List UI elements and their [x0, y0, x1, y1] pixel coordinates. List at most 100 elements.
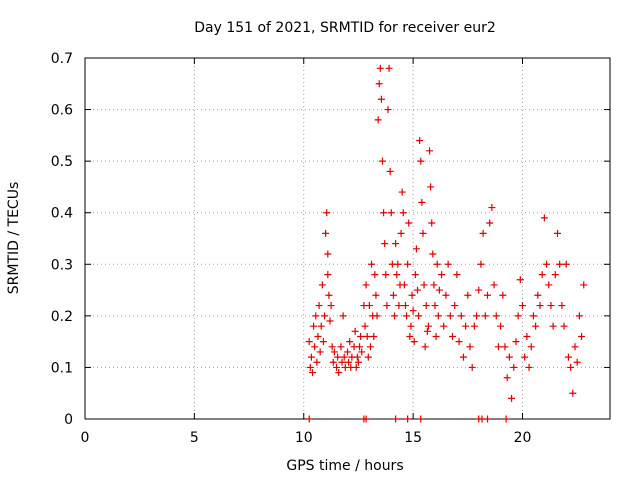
data-point-SRMTID	[543, 260, 551, 268]
data-point-SRMTID	[328, 343, 336, 351]
data-point-SRMTID	[361, 322, 369, 330]
data-point-SRMTID	[519, 302, 526, 310]
data-point-gaps	[417, 415, 425, 423]
data-point-SRMTID	[536, 302, 544, 310]
data-point-SRMTID	[564, 353, 572, 361]
data-point-SRMTID	[362, 281, 370, 289]
data-point-SRMTID	[477, 260, 485, 268]
y-tick-label: 0.6	[51, 103, 73, 119]
data-point-SRMTID	[379, 157, 386, 165]
chart-title: Day 151 of 2021, SRMTID for receiver eur…	[194, 20, 496, 36]
data-point-SRMTID	[479, 229, 487, 237]
data-point-SRMTID	[434, 312, 442, 320]
data-point-gaps	[392, 415, 400, 423]
data-point-SRMTID	[312, 312, 320, 320]
data-point-SRMTID	[395, 302, 403, 310]
data-point-SRMTID	[575, 312, 583, 320]
data-point-SRMTID	[510, 363, 518, 371]
data-point-SRMTID	[503, 374, 511, 382]
data-point-SRMTID	[446, 312, 454, 320]
x-axis-label: GPS time / hours	[286, 458, 403, 474]
data-point-SRMTID	[363, 332, 371, 340]
data-point-SRMTID	[313, 358, 321, 366]
data-point-SRMTID	[381, 240, 389, 248]
data-point-SRMTID	[470, 322, 478, 330]
data-point-SRMTID	[492, 312, 500, 320]
data-point-SRMTID	[501, 343, 509, 351]
data-point-SRMTID	[523, 332, 531, 340]
data-point-SRMTID	[394, 260, 402, 268]
data-point-SRMTID	[317, 322, 325, 330]
data-point-SRMTID	[354, 358, 362, 366]
data-point-SRMTID	[346, 338, 354, 346]
y-tick-label: 0.4	[51, 206, 73, 222]
data-point-SRMTID	[407, 322, 415, 330]
data-point-SRMTID	[580, 281, 588, 289]
data-point-SRMTID	[384, 106, 392, 114]
data-point-SRMTID	[540, 214, 548, 222]
data-point-SRMTID	[316, 348, 324, 356]
data-point-SRMTID	[334, 353, 342, 361]
data-point-SRMTID	[385, 64, 393, 72]
data-point-SRMTID	[324, 271, 332, 279]
y-tick-label: 0.5	[51, 154, 73, 170]
data-point-SRMTID	[466, 343, 474, 351]
data-point-SRMTID	[455, 338, 463, 346]
data-point-SRMTID	[318, 281, 326, 289]
grid-lines	[85, 58, 610, 419]
data-point-SRMTID	[376, 64, 384, 72]
data-point-SRMTID	[426, 147, 434, 155]
data-points	[305, 64, 588, 423]
data-point-gaps	[484, 415, 491, 423]
data-point-SRMTID	[468, 363, 476, 371]
data-point-SRMTID	[358, 348, 366, 356]
data-point-SRMTID	[424, 322, 432, 330]
data-point-SRMTID	[433, 260, 441, 268]
data-point-SRMTID	[545, 281, 553, 289]
data-point-SRMTID	[415, 312, 423, 320]
data-point-SRMTID	[567, 363, 575, 371]
data-point-SRMTID	[351, 327, 359, 335]
data-point-SRMTID	[435, 286, 443, 294]
data-point-SRMTID	[324, 250, 332, 258]
data-point-SRMTID	[408, 291, 416, 299]
data-point-SRMTID	[475, 286, 483, 294]
data-point-SRMTID	[560, 322, 568, 330]
data-point-SRMTID	[398, 188, 406, 196]
data-point-SRMTID	[440, 322, 448, 330]
data-point-SRMTID	[512, 338, 520, 346]
data-point-SRMTID	[371, 271, 379, 279]
data-point-SRMTID	[335, 369, 343, 377]
data-point-SRMTID	[514, 312, 522, 320]
data-point-SRMTID	[420, 281, 428, 289]
data-point-SRMTID	[391, 312, 399, 320]
data-point-SRMTID	[414, 286, 421, 294]
data-point-SRMTID	[449, 332, 456, 340]
data-point-SRMTID	[490, 281, 498, 289]
y-axis-label: SRMTID / TECUs	[6, 182, 22, 295]
data-point-SRMTID	[397, 229, 405, 237]
data-point-SRMTID	[534, 291, 542, 299]
data-point-SRMTID	[419, 229, 427, 237]
data-point-SRMTID	[406, 332, 414, 340]
data-point-SRMTID	[345, 358, 353, 366]
data-point-SRMTID	[356, 343, 364, 351]
data-point-SRMTID	[387, 209, 395, 217]
data-point-SRMTID	[571, 343, 579, 351]
data-point-SRMTID	[325, 291, 333, 299]
data-point-SRMTID	[432, 332, 440, 340]
data-point-SRMTID	[547, 302, 555, 310]
data-point-SRMTID	[337, 343, 345, 351]
x-tick-label: 20	[514, 430, 532, 446]
x-tick-label: 15	[404, 430, 422, 446]
data-point-SRMTID	[340, 353, 348, 361]
data-point-SRMTID	[383, 302, 391, 310]
data-point-SRMTID	[368, 260, 376, 268]
data-point-SRMTID	[569, 389, 577, 397]
data-point-SRMTID	[521, 353, 529, 361]
data-point-SRMTID	[423, 327, 431, 335]
data-point-SRMTID	[473, 312, 481, 320]
data-point-SRMTID	[427, 183, 435, 191]
data-point-SRMTID	[373, 312, 381, 320]
